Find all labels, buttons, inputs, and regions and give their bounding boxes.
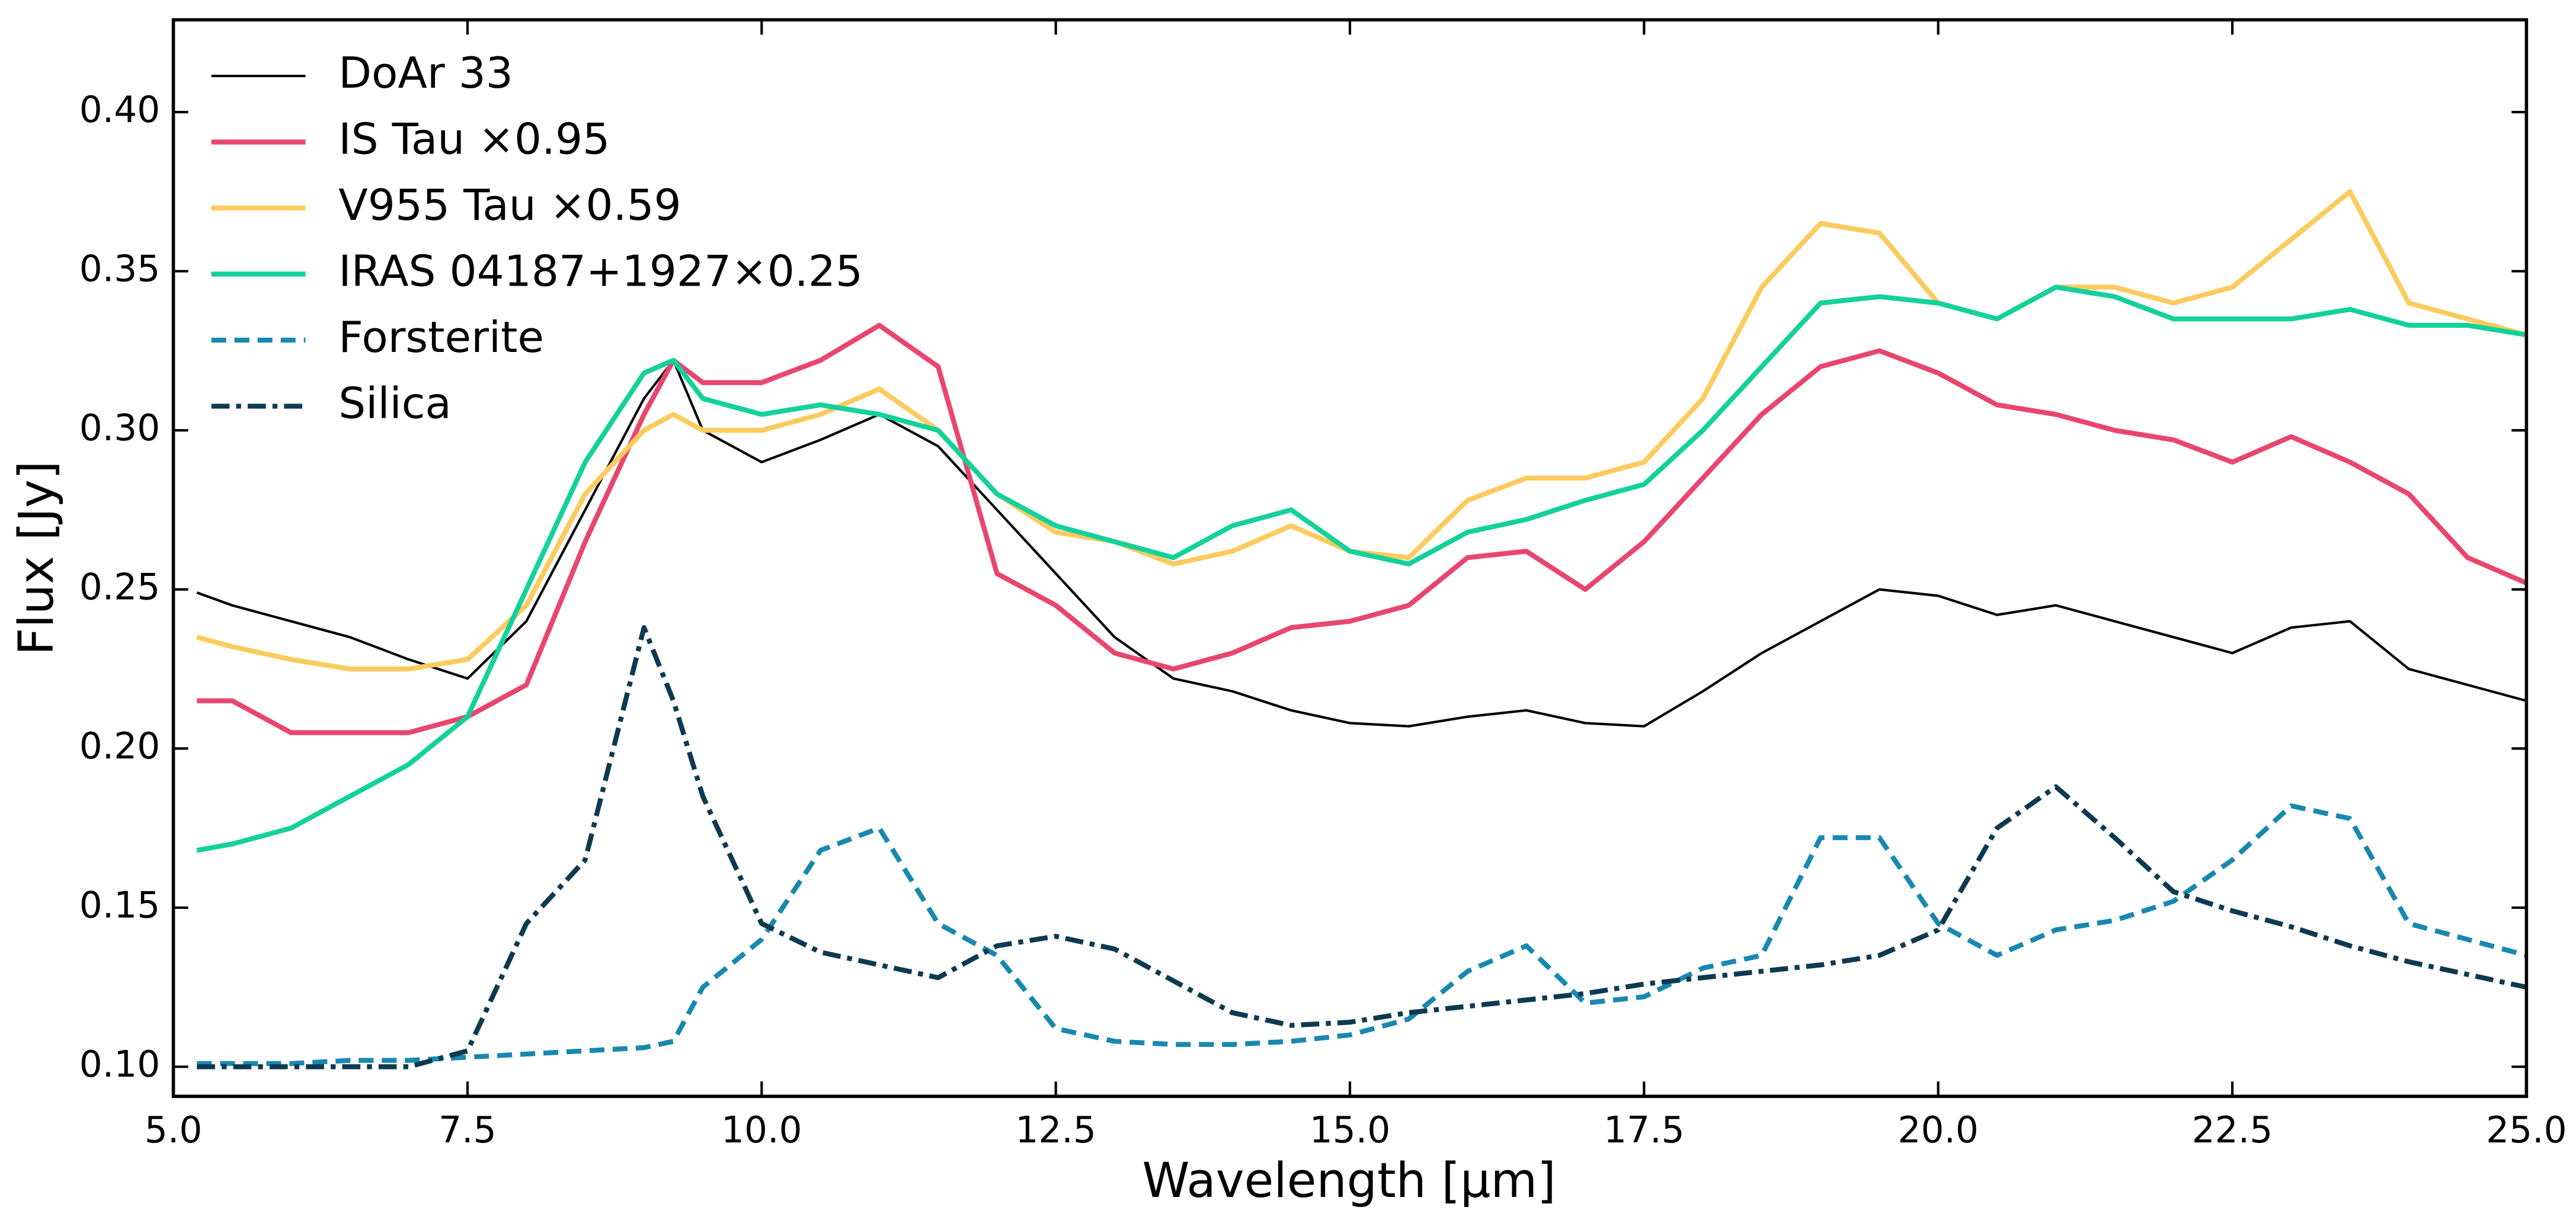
x-tick-label: 20.0 [1897,1109,1978,1151]
series-line [196,189,2527,672]
series-line [197,803,2527,1067]
legend-label: IRAS 04187+1927×0.25 [338,247,863,297]
x-tick-label: 10.0 [721,1109,802,1151]
x-tick-label: 22.5 [2192,1109,2273,1151]
y-axis-label: Flux [Jy] [9,461,65,655]
x-tick-label: 7.5 [439,1109,496,1151]
y-tick-label: 0.35 [79,248,160,290]
series-line [197,322,2528,735]
y-tick-label: 0.25 [79,566,160,608]
x-tick-label: 25.0 [2486,1109,2567,1151]
plot-frame [171,18,2529,1099]
legend-label: DoAr 33 [338,49,513,98]
y-tick-label: 0.30 [79,407,160,449]
x-tick-label: 17.5 [1604,1109,1684,1151]
y-tick-label: 0.40 [79,89,160,131]
legend-label: Forsterite [338,313,544,363]
y-tick-label: 0.20 [79,725,160,767]
x-axis-label: Wavelength [μm] [1143,1153,1556,1209]
series-line [196,284,2527,853]
y-tick-label: 0.15 [79,884,160,926]
x-tick-label: 5.0 [145,1109,202,1151]
x-tick-label: 12.5 [1015,1109,1096,1151]
legend-label: Silica [338,379,452,429]
series-line [196,358,2527,728]
legend-label: V955 Tau ×0.59 [338,181,681,230]
y-tick-label: 0.10 [79,1043,160,1086]
x-tick-label: 15.0 [1310,1109,1390,1151]
legend-label: IS Tau ×0.95 [338,115,610,165]
series-line [197,625,2527,1070]
